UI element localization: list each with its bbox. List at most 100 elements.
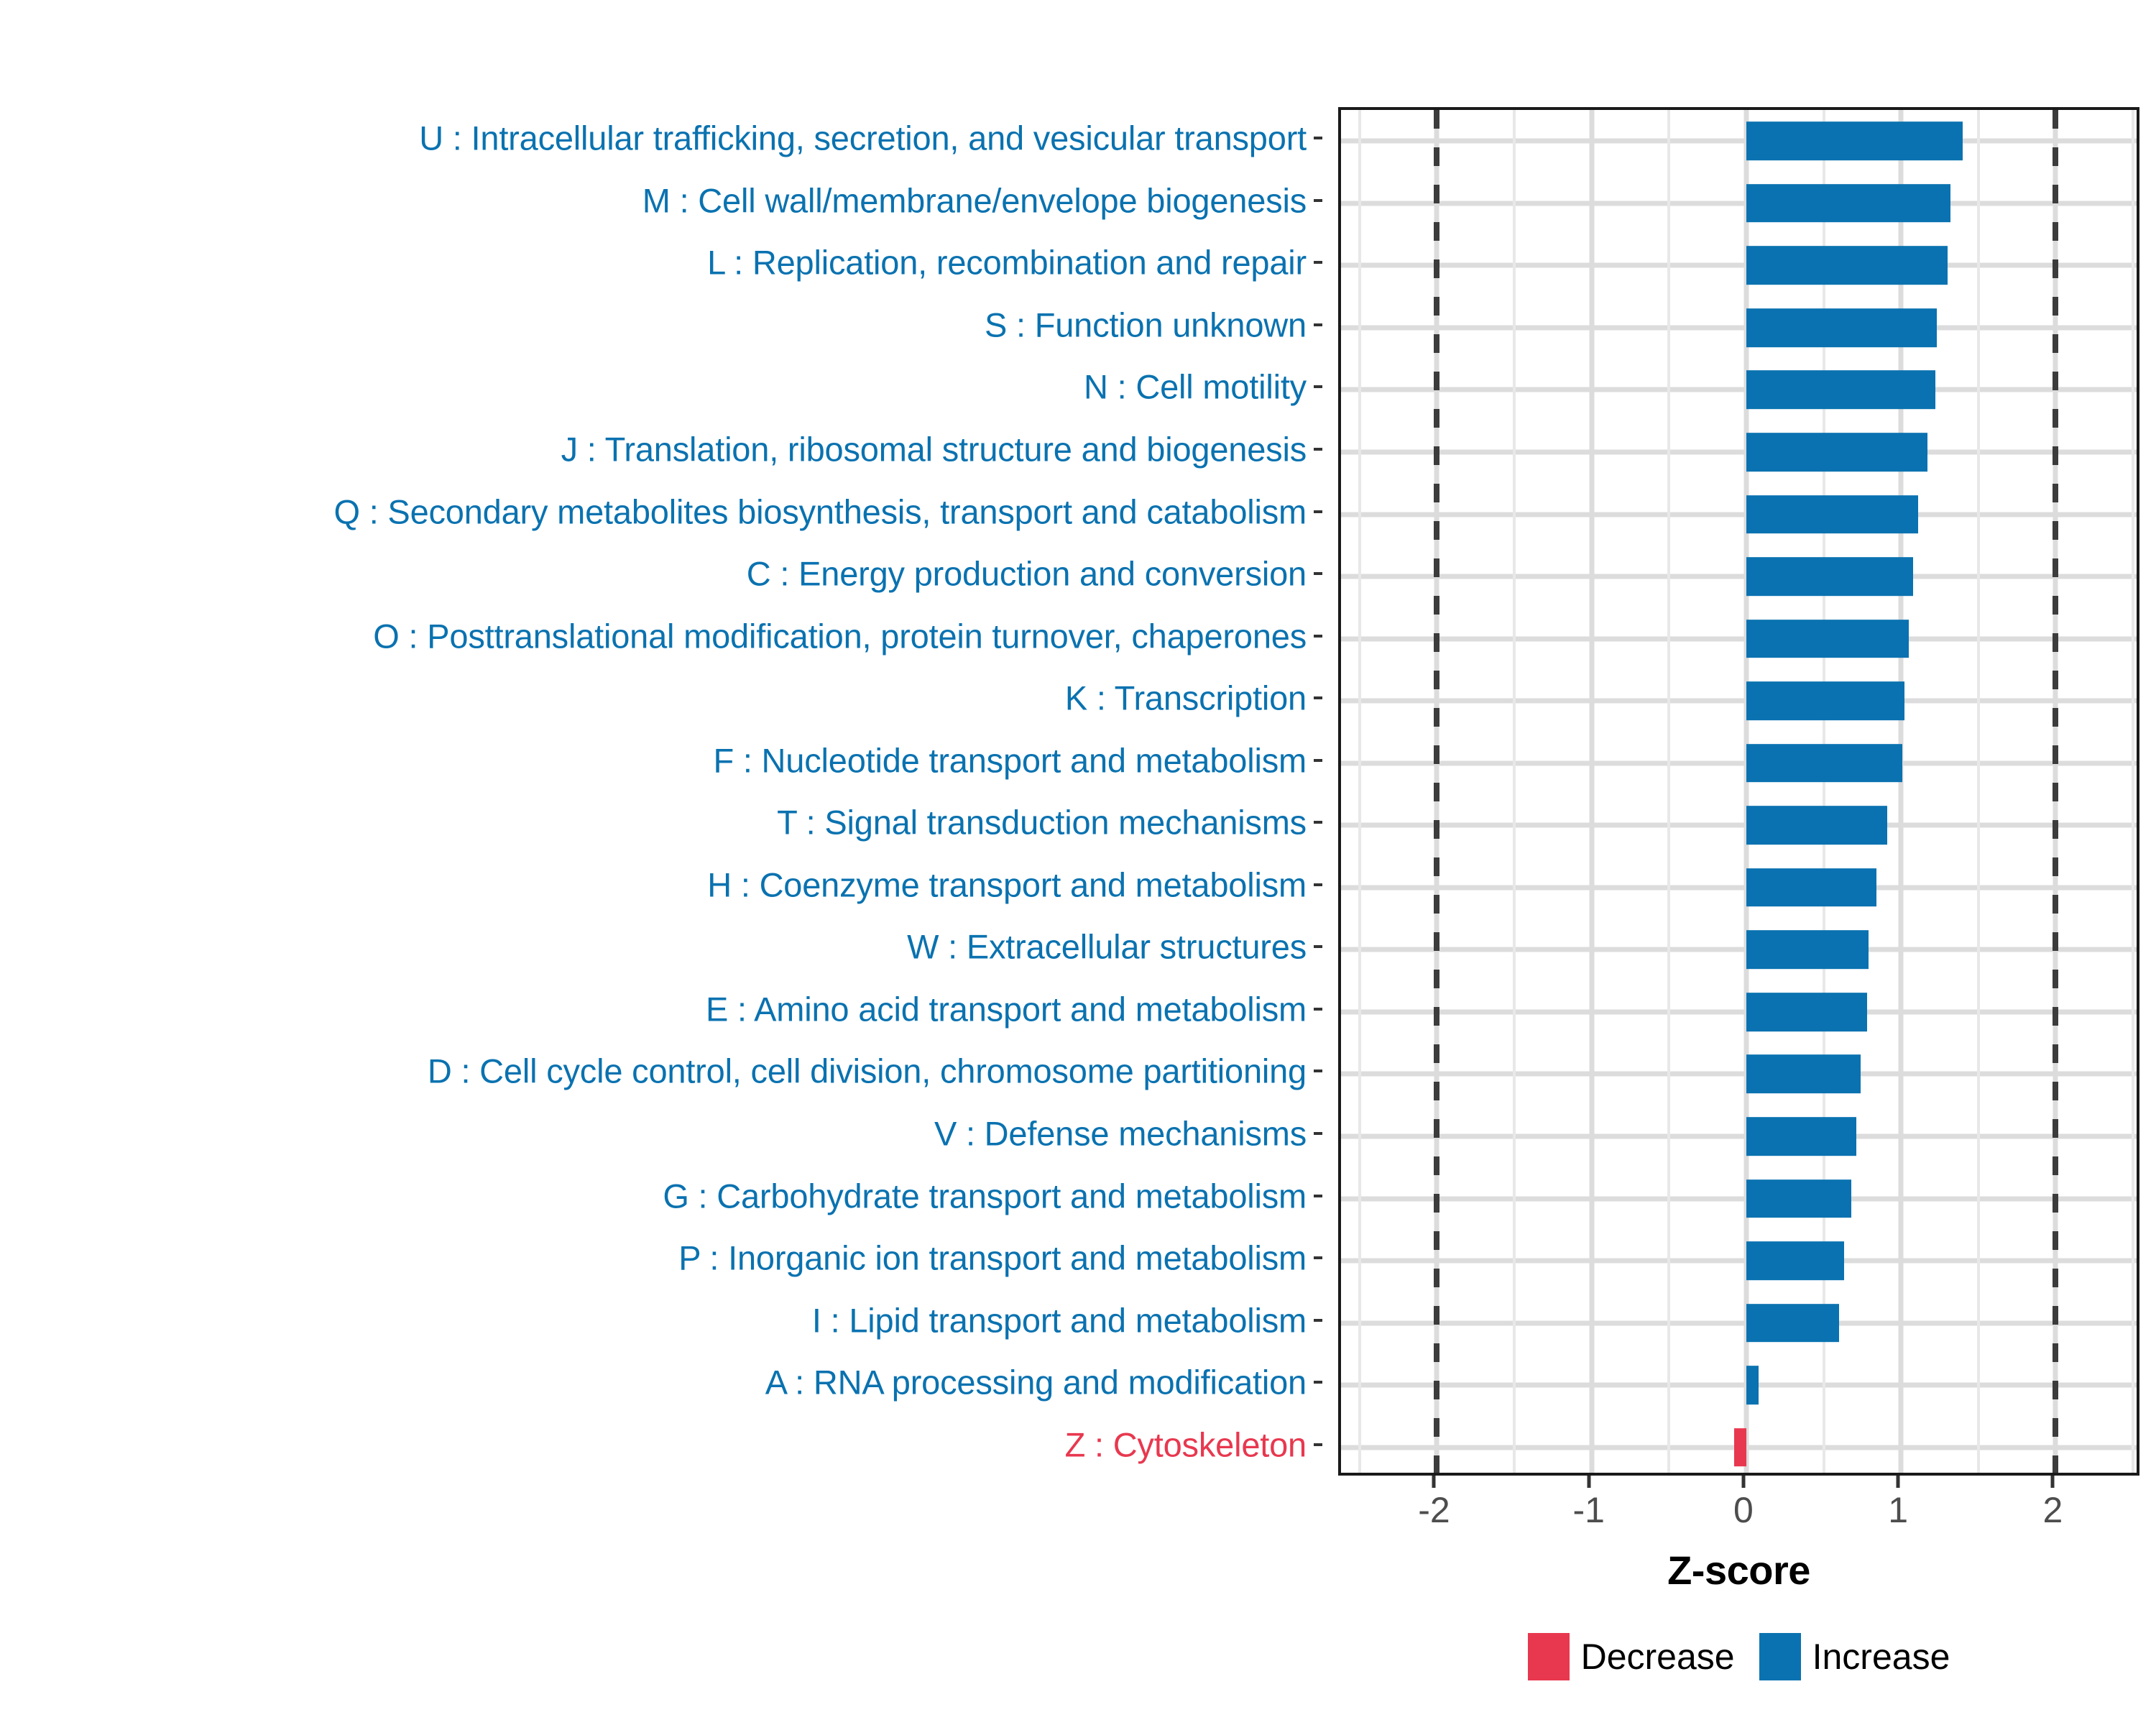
x-axis-tick [2050, 1476, 2055, 1488]
bar [1746, 806, 1887, 845]
bar [1746, 370, 1935, 410]
y-axis-tick [1314, 821, 1322, 824]
x-axis-tick [1741, 1476, 1746, 1488]
category-label: G : Carbohydrate transport and metabolis… [663, 1177, 1307, 1215]
legend-item: Decrease [1527, 1633, 1735, 1680]
y-axis-tick [1314, 634, 1322, 638]
horizontal-gridline [1341, 698, 2137, 704]
category-label: U : Intracellular trafficking, secretion… [419, 119, 1307, 157]
x-axis-tick [1432, 1476, 1436, 1488]
category-label: S : Function unknown [985, 305, 1307, 344]
bar [1746, 557, 1914, 596]
horizontal-gridline [1341, 1009, 2137, 1015]
category-label: E : Amino acid transport and metabolism [706, 990, 1307, 1029]
bar [1746, 681, 1904, 720]
vertical-gridline-minor [2132, 110, 2135, 1473]
bar [1746, 1179, 1852, 1218]
horizontal-gridline [1341, 387, 2137, 392]
horizontal-gridline [1341, 1382, 2137, 1388]
bar [1746, 1117, 1856, 1156]
y-axis-tick [1314, 1443, 1322, 1446]
bar [1746, 930, 1869, 970]
bar [1746, 1054, 1861, 1094]
y-axis-tick [1314, 1132, 1322, 1135]
horizontal-gridline [1341, 636, 2137, 642]
legend-label: Decrease [1580, 1637, 1735, 1677]
horizontal-gridline [1341, 512, 2137, 518]
y-axis-tick [1314, 945, 1322, 949]
bar [1746, 1366, 1759, 1404]
x-axis-tick-label: 0 [1733, 1490, 1754, 1530]
y-axis-tick [1314, 448, 1322, 451]
category-label: M : Cell wall/membrane/envelope biogenes… [642, 181, 1307, 220]
bar [1746, 619, 1909, 658]
y-axis-tick [1314, 758, 1322, 762]
category-label: O : Posttranslational modification, prot… [373, 617, 1307, 656]
category-label: J : Translation, ribosomal structure and… [561, 430, 1307, 469]
category-label: V : Defense mechanisms [934, 1114, 1307, 1153]
bar [1746, 308, 1937, 347]
x-axis-tick-label: -1 [1572, 1490, 1605, 1530]
horizontal-gridline [1341, 1071, 2137, 1077]
y-axis-tick [1314, 696, 1322, 700]
horizontal-gridline [1341, 574, 2137, 579]
bar [1733, 1427, 1746, 1467]
category-label: F : Nucleotide transport and metabolism [713, 741, 1307, 780]
horizontal-gridline [1341, 138, 2137, 144]
bar [1746, 993, 1867, 1031]
legend-label: Increase [1812, 1637, 1950, 1677]
category-label: L : Replication, recombination and repai… [707, 243, 1307, 282]
horizontal-gridline [1341, 1133, 2137, 1139]
bar [1746, 1303, 1840, 1343]
bar [1746, 494, 1918, 534]
horizontal-gridline [1341, 1320, 2137, 1326]
bar [1746, 433, 1927, 472]
x-axis: -2 -1 0 1 2 [1338, 1476, 2139, 1562]
vertical-gridline-minor [1667, 110, 1671, 1473]
y-axis-tick [1314, 323, 1322, 326]
x-axis-title: Z-score [1667, 1547, 1810, 1593]
y-axis-tick [1314, 198, 1322, 202]
horizontal-gridline [1341, 760, 2137, 766]
category-label: H : Coenzyme transport and metabolism [707, 865, 1307, 904]
horizontal-gridline [1341, 449, 2137, 455]
vertical-gridline-major [1898, 110, 1904, 1473]
bar [1746, 1241, 1844, 1280]
category-label: C : Energy production and conversion [746, 554, 1307, 593]
horizontal-gridline [1341, 201, 2137, 206]
chart-legend: Decrease Increase [1338, 1633, 2139, 1680]
x-axis-tick-label: -2 [1418, 1490, 1450, 1530]
y-axis-tick [1314, 572, 1322, 576]
category-axis-labels: U : Intracellular trafficking, secretion… [0, 107, 1322, 1476]
x-axis-tick-label: 2 [2042, 1490, 2063, 1530]
category-label: N : Cell motility [1084, 367, 1307, 406]
bar [1746, 743, 1903, 783]
vertical-gridline-minor [1976, 110, 1980, 1473]
horizontal-gridline [1341, 325, 2137, 331]
y-axis-tick [1314, 1070, 1322, 1073]
plot-panel [1338, 107, 2139, 1476]
y-axis-tick [1314, 1318, 1322, 1322]
x-axis-tick [1896, 1476, 1900, 1488]
category-label: K : Transcription [1064, 678, 1307, 717]
category-label: A : RNA processing and modification [765, 1363, 1307, 1402]
y-axis-tick [1314, 510, 1322, 513]
vertical-gridline-major [1589, 110, 1595, 1473]
horizontal-gridline [1341, 885, 2137, 891]
category-label: P : Inorganic ion transport and metaboli… [678, 1238, 1307, 1277]
vertical-gridline-major [1743, 110, 1749, 1473]
y-axis-tick [1314, 1381, 1322, 1384]
category-label: Z : Cytoskeleton [1064, 1425, 1307, 1464]
vertical-gridline-minor [1513, 110, 1516, 1473]
category-label: W : Extracellular structures [907, 927, 1307, 966]
category-label: D : Cell cycle control, cell division, c… [427, 1052, 1307, 1090]
horizontal-gridline [1341, 822, 2137, 828]
horizontal-gridline [1341, 947, 2137, 952]
vertical-gridline-minor [1358, 110, 1361, 1473]
horizontal-gridline [1341, 1258, 2137, 1264]
category-label: T : Signal transduction mechanisms [777, 803, 1307, 842]
category-label: I : Lipid transport and metabolism [811, 1301, 1307, 1340]
x-axis-tick-label: 1 [1888, 1490, 1909, 1530]
threshold-line [1434, 110, 1440, 1473]
legend-item: Increase [1759, 1633, 1950, 1680]
